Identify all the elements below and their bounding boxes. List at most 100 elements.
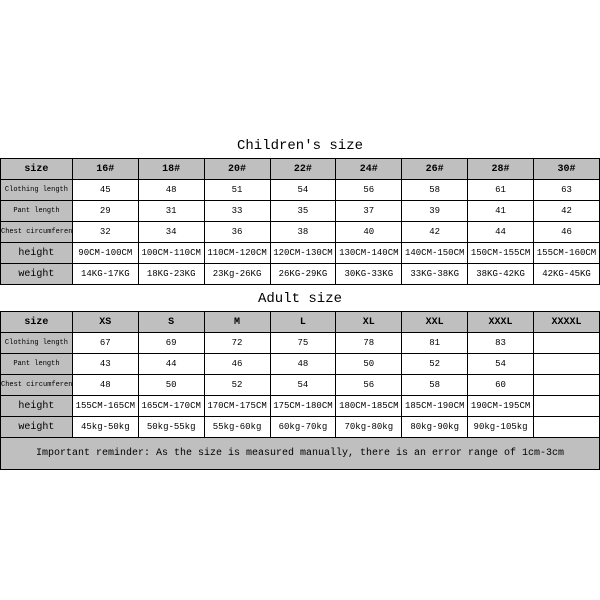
- cell: 42: [534, 201, 600, 222]
- row-label: Pant length: [1, 354, 73, 375]
- cell: 45: [72, 180, 138, 201]
- cell: 33KG-38KG: [402, 264, 468, 285]
- cell: 42: [402, 222, 468, 243]
- size-chart-sheet: Children's size size 16# 18# 20# 22# 24#…: [0, 0, 600, 600]
- important-reminder: Important reminder: As the size is measu…: [0, 438, 600, 470]
- col-header: XXL: [402, 312, 468, 333]
- table-row: Clothing length 45 48 51 54 56 58 61 63: [1, 180, 600, 201]
- cell: 185CM-190CM: [402, 396, 468, 417]
- table-row: height 90CM-100CM 100CM-110CM 110CM-120C…: [1, 243, 600, 264]
- col-header: 30#: [534, 159, 600, 180]
- cell: 81: [402, 333, 468, 354]
- row-label: weight: [1, 264, 73, 285]
- cell: 38: [270, 222, 336, 243]
- adult-header-row: size XS S M L XL XXL XXXL XXXXL: [1, 312, 600, 333]
- cell: 54: [468, 354, 534, 375]
- col-header: XXXL: [468, 312, 534, 333]
- col-header: 22#: [270, 159, 336, 180]
- row-label: Pant length: [1, 201, 73, 222]
- cell: 52: [204, 375, 270, 396]
- cell: [534, 375, 600, 396]
- cell: 110CM-120CM: [204, 243, 270, 264]
- cell: 55kg-60kg: [204, 417, 270, 438]
- cell: 46: [204, 354, 270, 375]
- cell: 155CM-160CM: [534, 243, 600, 264]
- cell: 83: [468, 333, 534, 354]
- cell: 190CM-195CM: [468, 396, 534, 417]
- cell: 90CM-100CM: [72, 243, 138, 264]
- children-size-table: size 16# 18# 20# 22# 24# 26# 28# 30# Clo…: [0, 158, 600, 285]
- col-header: size: [1, 159, 73, 180]
- cell: 50: [336, 354, 402, 375]
- cell: 180CM-185CM: [336, 396, 402, 417]
- cell: 150CM-155CM: [468, 243, 534, 264]
- cell: 14KG-17KG: [72, 264, 138, 285]
- cell: [534, 396, 600, 417]
- col-header: 28#: [468, 159, 534, 180]
- cell: 43: [72, 354, 138, 375]
- col-header: XXXXL: [534, 312, 600, 333]
- cell: 44: [138, 354, 204, 375]
- table-row: Chest circumference 1/2 48 50 52 54 56 5…: [1, 375, 600, 396]
- cell: 69: [138, 333, 204, 354]
- cell: 60: [468, 375, 534, 396]
- cell: 70kg-80kg: [336, 417, 402, 438]
- cell: 58: [402, 375, 468, 396]
- table-row: height 155CM-165CM 165CM-170CM 170CM-175…: [1, 396, 600, 417]
- row-label: Clothing length: [1, 180, 73, 201]
- cell: 18KG-23KG: [138, 264, 204, 285]
- cell: 50kg-55kg: [138, 417, 204, 438]
- col-header: L: [270, 312, 336, 333]
- col-header: 24#: [336, 159, 402, 180]
- cell: 41: [468, 201, 534, 222]
- cell: 61: [468, 180, 534, 201]
- cell: 100CM-110CM: [138, 243, 204, 264]
- col-header: S: [138, 312, 204, 333]
- row-label: weight: [1, 417, 73, 438]
- row-label: Chest circumference 1/2: [1, 375, 73, 396]
- cell: 36: [204, 222, 270, 243]
- cell: 90kg-105kg: [468, 417, 534, 438]
- cell: 165CM-170CM: [138, 396, 204, 417]
- cell: 67: [72, 333, 138, 354]
- adult-title: Adult size: [0, 285, 600, 311]
- cell: 52: [402, 354, 468, 375]
- cell: 39: [402, 201, 468, 222]
- cell: 120CM-130CM: [270, 243, 336, 264]
- cell: 45kg-50kg: [72, 417, 138, 438]
- col-header: 18#: [138, 159, 204, 180]
- cell: 26KG-29KG: [270, 264, 336, 285]
- cell: 48: [72, 375, 138, 396]
- col-header: XL: [336, 312, 402, 333]
- table-row: Pant length 43 44 46 48 50 52 54: [1, 354, 600, 375]
- cell: 50: [138, 375, 204, 396]
- cell: 30KG-33KG: [336, 264, 402, 285]
- cell: 42KG-45KG: [534, 264, 600, 285]
- cell: 32: [72, 222, 138, 243]
- cell: 34: [138, 222, 204, 243]
- cell: 48: [270, 354, 336, 375]
- cell: 60kg-70kg: [270, 417, 336, 438]
- row-label: Chest circumference 1/2: [1, 222, 73, 243]
- cell: 54: [270, 180, 336, 201]
- cell: 56: [336, 375, 402, 396]
- cell: 38KG-42KG: [468, 264, 534, 285]
- children-title: Children's size: [0, 132, 600, 158]
- cell: 44: [468, 222, 534, 243]
- cell: 140CM-150CM: [402, 243, 468, 264]
- cell: 80kg-90kg: [402, 417, 468, 438]
- cell: 48: [138, 180, 204, 201]
- cell: 170CM-175CM: [204, 396, 270, 417]
- col-header: XS: [72, 312, 138, 333]
- cell: 29: [72, 201, 138, 222]
- col-header: 20#: [204, 159, 270, 180]
- cell: 23Kg-26KG: [204, 264, 270, 285]
- col-header: size: [1, 312, 73, 333]
- cell: 58: [402, 180, 468, 201]
- table-row: Pant length 29 31 33 35 37 39 41 42: [1, 201, 600, 222]
- table-row: weight 45kg-50kg 50kg-55kg 55kg-60kg 60k…: [1, 417, 600, 438]
- cell: 75: [270, 333, 336, 354]
- children-header-row: size 16# 18# 20# 22# 24# 26# 28# 30#: [1, 159, 600, 180]
- col-header: M: [204, 312, 270, 333]
- cell: 33: [204, 201, 270, 222]
